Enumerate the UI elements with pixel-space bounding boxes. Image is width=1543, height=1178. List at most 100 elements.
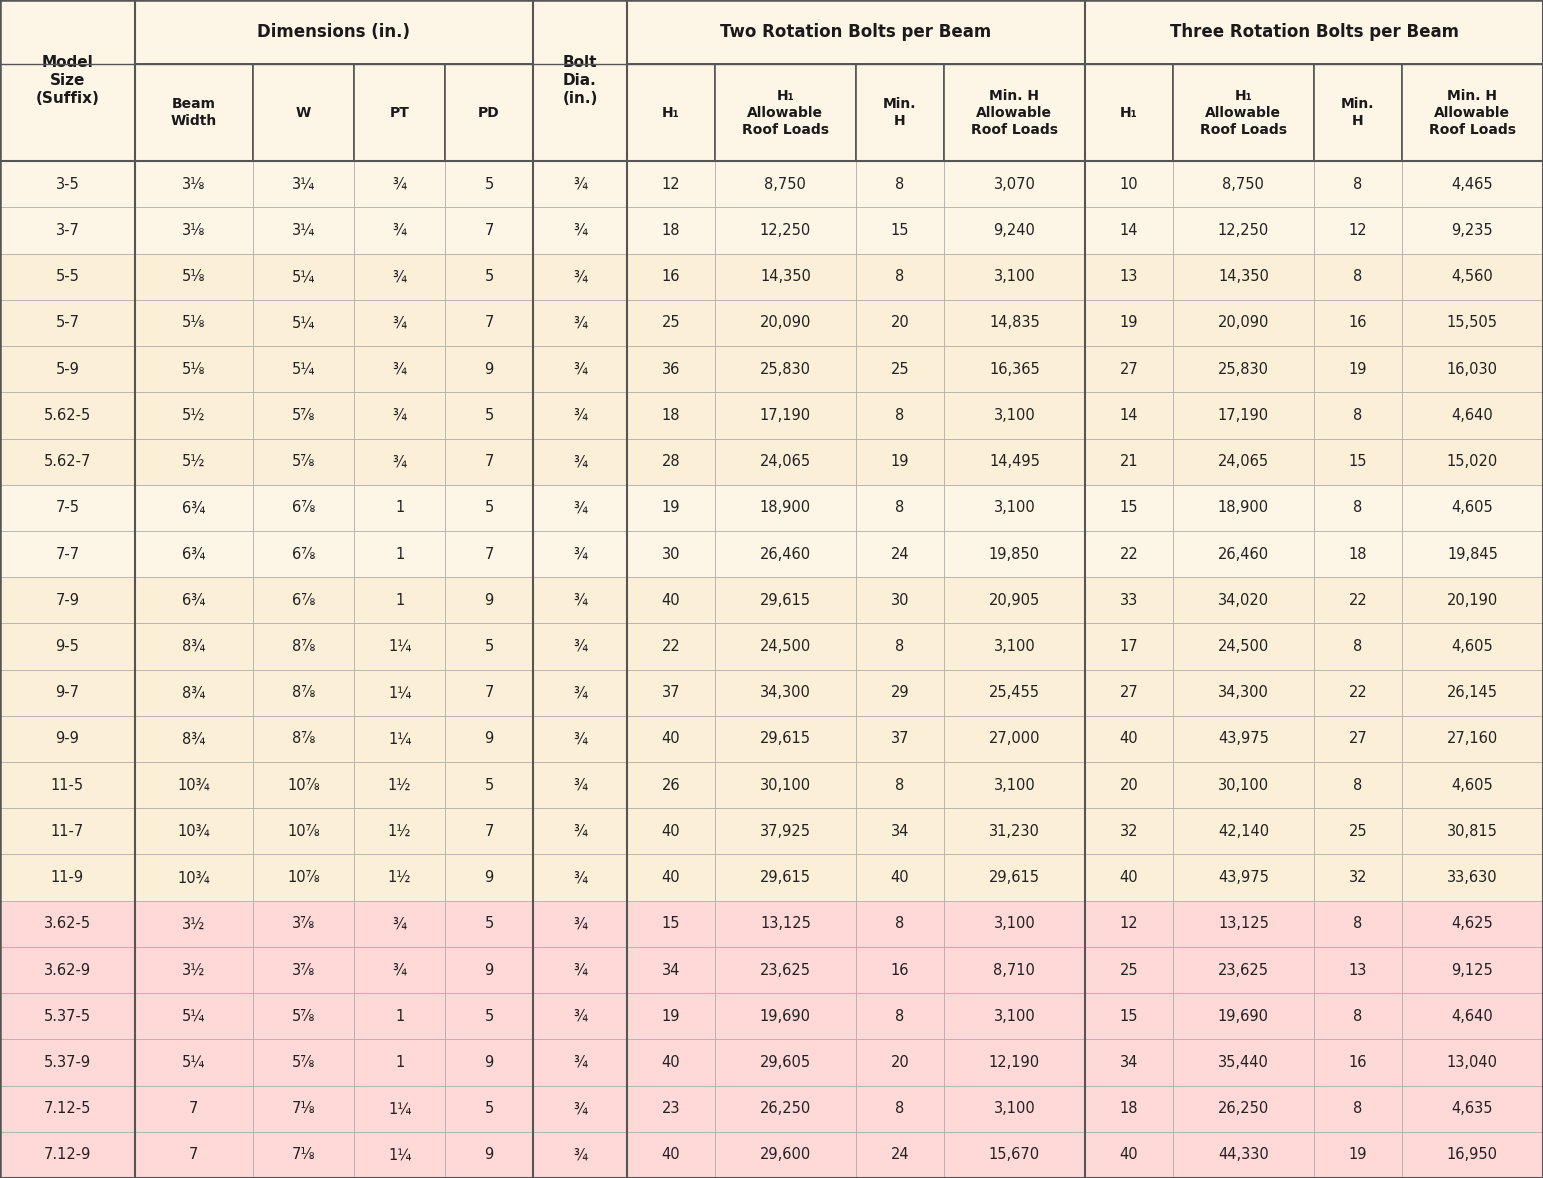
Text: 17: 17 bbox=[1120, 638, 1139, 654]
Bar bbox=[444, 253, 532, 300]
Text: 25: 25 bbox=[1349, 823, 1367, 839]
Text: 9: 9 bbox=[485, 732, 494, 747]
Bar bbox=[944, 253, 1085, 300]
Text: 24,065: 24,065 bbox=[759, 455, 812, 469]
Bar bbox=[626, 65, 714, 161]
Bar bbox=[1173, 65, 1315, 161]
Bar bbox=[1315, 1039, 1401, 1086]
Bar bbox=[1085, 65, 1173, 161]
Text: 6¾: 6¾ bbox=[182, 501, 205, 515]
Bar bbox=[0, 762, 134, 808]
Text: H₁
Allowable
Roof Loads: H₁ Allowable Roof Loads bbox=[1200, 90, 1287, 137]
Text: ¾: ¾ bbox=[572, 501, 586, 515]
Bar bbox=[856, 161, 944, 207]
Text: 1¼: 1¼ bbox=[387, 1101, 412, 1117]
Bar bbox=[944, 346, 1085, 392]
Text: 13,125: 13,125 bbox=[761, 916, 812, 932]
Text: 3,100: 3,100 bbox=[994, 270, 1035, 284]
Bar bbox=[626, 484, 714, 531]
Bar bbox=[626, 1086, 714, 1132]
Bar bbox=[444, 392, 532, 438]
Text: W: W bbox=[296, 106, 312, 120]
Bar bbox=[1085, 1132, 1173, 1178]
Text: Dimensions (in.): Dimensions (in.) bbox=[258, 24, 410, 41]
Bar bbox=[1315, 484, 1401, 531]
Text: ¾: ¾ bbox=[572, 962, 586, 978]
Text: 18,900: 18,900 bbox=[1217, 501, 1268, 515]
Text: 29,615: 29,615 bbox=[759, 732, 812, 747]
Text: 8: 8 bbox=[895, 408, 904, 423]
Bar bbox=[1315, 346, 1401, 392]
Text: 9: 9 bbox=[485, 962, 494, 978]
Bar bbox=[1315, 300, 1401, 346]
Text: H₁: H₁ bbox=[662, 106, 680, 120]
Text: 8: 8 bbox=[895, 777, 904, 793]
Text: 7: 7 bbox=[485, 686, 494, 700]
Text: H₁: H₁ bbox=[1120, 106, 1137, 120]
Bar bbox=[355, 808, 444, 854]
Text: 15: 15 bbox=[1349, 455, 1367, 469]
Text: 9-5: 9-5 bbox=[56, 638, 79, 654]
Bar bbox=[856, 1086, 944, 1132]
Bar bbox=[253, 392, 355, 438]
Text: 23: 23 bbox=[662, 1101, 680, 1117]
Text: 19: 19 bbox=[1349, 362, 1367, 377]
Bar bbox=[0, 993, 134, 1039]
Text: 5: 5 bbox=[485, 638, 494, 654]
Text: 13: 13 bbox=[1349, 962, 1367, 978]
Bar bbox=[1401, 854, 1543, 901]
Text: 3½: 3½ bbox=[182, 962, 205, 978]
Text: 8¾: 8¾ bbox=[182, 686, 205, 700]
Text: ¾: ¾ bbox=[572, 455, 586, 469]
Bar bbox=[944, 808, 1085, 854]
Bar bbox=[134, 346, 253, 392]
Bar bbox=[355, 438, 444, 484]
Text: ¾: ¾ bbox=[572, 547, 586, 562]
Bar bbox=[355, 947, 444, 993]
Bar bbox=[355, 346, 444, 392]
Bar bbox=[944, 901, 1085, 947]
Bar bbox=[626, 392, 714, 438]
Bar bbox=[944, 531, 1085, 577]
Bar bbox=[444, 1132, 532, 1178]
Text: 27: 27 bbox=[1120, 362, 1139, 377]
Bar bbox=[714, 577, 856, 623]
Text: 5: 5 bbox=[485, 777, 494, 793]
Bar bbox=[944, 993, 1085, 1039]
Bar bbox=[0, 716, 134, 762]
Bar bbox=[134, 438, 253, 484]
Bar bbox=[444, 577, 532, 623]
Bar bbox=[1401, 531, 1543, 577]
Bar bbox=[253, 253, 355, 300]
Text: 32: 32 bbox=[1349, 871, 1367, 885]
Text: 9: 9 bbox=[485, 871, 494, 885]
Bar bbox=[355, 253, 444, 300]
Bar bbox=[444, 1039, 532, 1086]
Bar bbox=[532, 1039, 626, 1086]
Bar bbox=[714, 346, 856, 392]
Text: 8: 8 bbox=[1353, 1008, 1362, 1024]
Text: 5⅛: 5⅛ bbox=[182, 316, 205, 331]
Bar bbox=[355, 901, 444, 947]
Text: 5.62-7: 5.62-7 bbox=[43, 455, 91, 469]
Text: 32: 32 bbox=[1120, 823, 1139, 839]
Text: 15: 15 bbox=[662, 916, 680, 932]
Text: 16,365: 16,365 bbox=[989, 362, 1040, 377]
Text: 5¼: 5¼ bbox=[182, 1055, 205, 1070]
Text: 5-7: 5-7 bbox=[56, 316, 79, 331]
Bar bbox=[1315, 392, 1401, 438]
Text: 5.62-5: 5.62-5 bbox=[43, 408, 91, 423]
Bar bbox=[1401, 669, 1543, 716]
Bar bbox=[355, 1039, 444, 1086]
Bar bbox=[1315, 669, 1401, 716]
Bar bbox=[532, 346, 626, 392]
Text: 7: 7 bbox=[485, 823, 494, 839]
Bar bbox=[856, 623, 944, 669]
Bar bbox=[626, 623, 714, 669]
Text: 22: 22 bbox=[1349, 686, 1367, 700]
Text: 44,330: 44,330 bbox=[1217, 1147, 1268, 1163]
Text: 17,190: 17,190 bbox=[1217, 408, 1268, 423]
Bar bbox=[253, 484, 355, 531]
Text: 3,100: 3,100 bbox=[994, 408, 1035, 423]
Text: 1: 1 bbox=[395, 1055, 404, 1070]
